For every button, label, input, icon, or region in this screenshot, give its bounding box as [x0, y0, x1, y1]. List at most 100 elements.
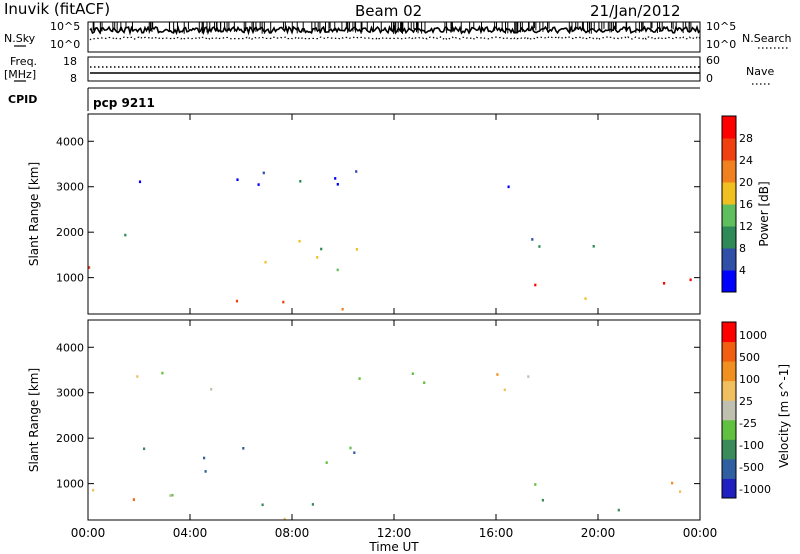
velocity-cell	[283, 517, 286, 521]
time-axis-label: Time UT	[368, 540, 419, 554]
velocity-colorbar-tick: -1000	[739, 483, 771, 496]
velocity-cell	[132, 498, 135, 501]
velocity-colorbar-swatch	[722, 341, 736, 362]
power-panel-frame	[87, 113, 701, 315]
time-tick-label: 00:00	[683, 526, 718, 540]
power-cell	[507, 185, 510, 189]
velocity-colorbar-swatch	[722, 361, 736, 382]
velocity-colorbar-swatch	[722, 419, 736, 440]
time-tick-label: 12:00	[377, 526, 412, 540]
velocity-colorbar-swatch	[722, 458, 736, 479]
cpid-label: CPID	[8, 93, 37, 106]
time-axis: 00:00 04:00 08:00 12:00 16:00 20:00 00:00	[71, 114, 718, 540]
power-cell	[299, 180, 302, 183]
power-colorbar-tick: 20	[739, 176, 753, 189]
power-cell	[264, 260, 267, 264]
velocity-colorbar-swatch	[722, 380, 736, 401]
power-ylabel: Slant Range [km]	[27, 162, 41, 266]
power-axes: 1000 2000 3000 4000	[56, 135, 700, 285]
velocity-cell	[203, 456, 206, 460]
velocity-cell	[353, 451, 356, 454]
power-cell	[236, 178, 239, 181]
power-cell	[334, 177, 337, 180]
power-ytick-label: 4000	[56, 135, 84, 148]
velocity-cell	[171, 493, 174, 497]
velocity-cell	[261, 503, 264, 507]
power-cell	[355, 248, 358, 251]
power-colorbar-frame	[721, 115, 737, 293]
velocity-cell	[136, 375, 139, 378]
velocity-cell	[325, 461, 328, 464]
velocity-cell	[242, 447, 245, 450]
power-ytick-label: 2000	[56, 226, 84, 239]
power-colorbar-tick: 16	[739, 198, 753, 211]
station-title: Inuvik (fitACF)	[4, 0, 110, 18]
velocity-colorbar-tick: 100	[739, 373, 760, 386]
velocity-cell	[143, 447, 146, 451]
velocity-ytick-label: 2000	[56, 432, 84, 445]
power-colorbar-swatch	[722, 116, 736, 139]
velocity-cell	[349, 446, 352, 450]
velocity-colorbar-swatch	[722, 322, 736, 343]
time-tick-label: 04:00	[173, 526, 208, 540]
power-cell	[584, 297, 587, 300]
power-cell	[235, 299, 239, 303]
nave-label: Nave	[746, 65, 774, 78]
nsky-trace-line	[89, 24, 701, 36]
power-colorbar-swatch	[722, 182, 736, 205]
power-cell	[262, 171, 265, 175]
power-ytick-label: 1000	[56, 272, 84, 285]
velocity-colorbar-tick: 25	[739, 395, 753, 408]
beam-title: Beam 02	[355, 2, 422, 20]
power-colorbar-tick: 4	[739, 264, 746, 277]
time-tick-label: 20:00	[581, 526, 616, 540]
freq-unit: [MHz]	[4, 68, 36, 81]
nsky-panel-frame	[87, 21, 701, 53]
velocity-cell	[411, 372, 414, 375]
power-cell	[124, 233, 127, 237]
power-colorbar-swatch	[722, 160, 736, 183]
date-title: 21/Jan/2012	[590, 2, 681, 20]
power-colorbar-swatch	[722, 270, 736, 293]
power-colorbar-tick: 8	[739, 242, 746, 255]
velocity-cell	[92, 488, 95, 492]
freq-tick-top: 18	[63, 55, 77, 68]
power-colorbar-swatch	[722, 204, 736, 227]
power-cell	[316, 256, 319, 259]
velocity-cell	[161, 371, 164, 375]
velocity-cell	[679, 490, 682, 493]
velocity-ytick-label: 3000	[56, 387, 84, 400]
power-colorbar-swatch	[722, 248, 736, 271]
power-colorbar-tick: 24	[739, 154, 753, 167]
velocity-panel-frame	[87, 319, 701, 521]
power-scatter	[88, 170, 692, 311]
power-ytick-label: 3000	[56, 181, 84, 194]
velocity-cell	[541, 498, 544, 502]
velocity-colorbar: 1000 500 100 25 -25 -100 -500 -1000	[721, 321, 771, 499]
velocity-colorbar-tick: -25	[739, 417, 757, 430]
velocity-colorbar-tick: 1000	[739, 329, 767, 342]
power-cell	[336, 268, 339, 272]
time-tick-label: 16:00	[479, 526, 514, 540]
power-cell	[538, 245, 541, 248]
power-cell	[663, 282, 666, 285]
power-cell	[257, 183, 260, 186]
velocity-colorbar-tick: -100	[739, 439, 764, 452]
velocity-ytick-label: 4000	[56, 341, 84, 354]
nsearch-trace-line	[89, 36, 701, 41]
power-colorbar-tick: 28	[739, 132, 753, 145]
power-cell	[534, 283, 537, 287]
time-tick-label: 08:00	[275, 526, 310, 540]
freq-label: Freq.	[10, 55, 37, 68]
power-cell	[341, 307, 344, 311]
freq-panel-frame	[87, 56, 701, 82]
velocity-scatter	[92, 371, 682, 521]
velocity-cell	[358, 377, 361, 380]
power-cell	[138, 180, 142, 184]
power-cell	[88, 266, 91, 269]
velocity-colorbar-tick: 500	[739, 351, 760, 364]
nsearch-tick-bottom: 10^0	[706, 38, 736, 51]
velocity-cell	[534, 483, 537, 486]
velocity-cell	[671, 481, 674, 485]
